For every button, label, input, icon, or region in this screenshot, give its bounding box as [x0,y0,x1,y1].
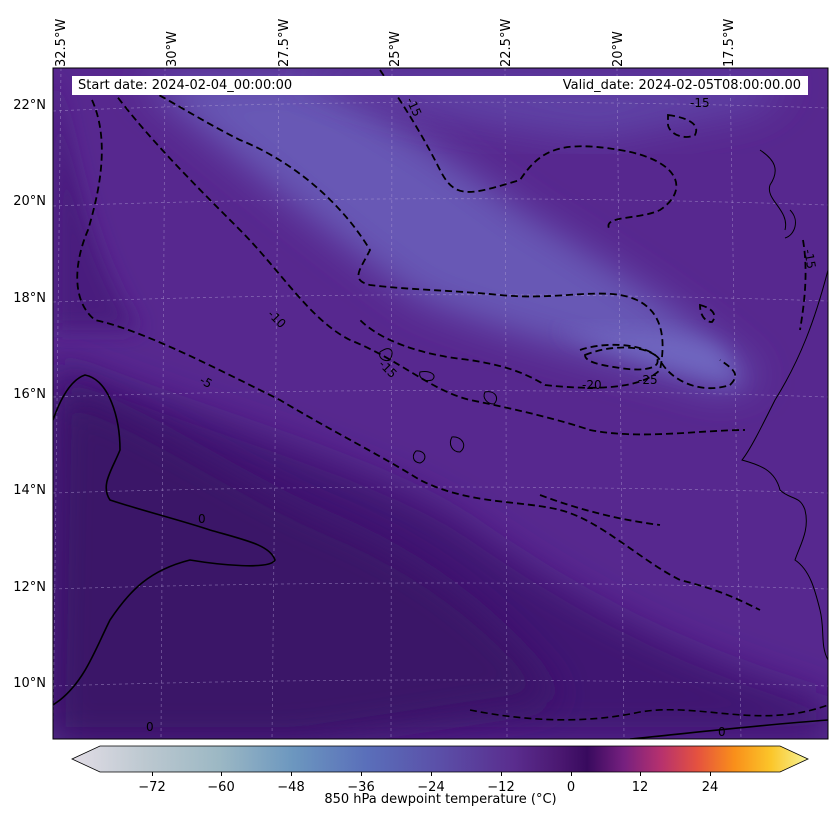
valid-date: Valid_date: 2024-02-05T08:00:00.00 [562,78,801,93]
contour-label: 0 [198,512,206,526]
colorbar-tick-label: −60 [207,780,235,795]
lat-label-16n: 16°N [13,387,46,402]
colorbar-tick-label: 0 [566,780,576,795]
info-box: Start date: 2024-02-04_00:00:00 Valid_da… [72,76,808,95]
colorbar [71,745,809,773]
contour-label: -15 [690,96,710,110]
contour-minus-10 [104,79,746,436]
contour-label: 0 [718,725,726,739]
colorbar-tick-label: 12 [631,780,649,795]
colorbar-tick-label: −12 [487,780,515,795]
contour-minus-5 [76,99,761,611]
colorbar-tick-label: −36 [347,780,375,795]
contour-minus-15b [379,69,678,231]
contour-label: -25 [638,373,658,387]
contour-minus-25 [584,346,659,371]
coastline-africa [741,149,828,661]
colorbar-tick-label: −24 [417,780,445,795]
lat-label-18n: 18°N [13,291,46,306]
colorbar-tick-label: 24 [701,780,719,795]
lat-label-10n: 10°N [13,676,46,691]
colorbar-tick-label: −72 [138,780,166,795]
contour-minus-20 [579,343,737,390]
colorbar-title: 850 hPa dewpoint temperature (°C) [324,792,557,807]
lat-label-20n: 20°N [13,194,46,209]
dry-band [140,75,760,390]
contour-label: -20 [582,378,602,392]
graticule [53,68,828,739]
start-date: Start date: 2024-02-04_00:00:00 [78,78,293,93]
contours [76,69,828,721]
lat-label-12n: 12°N [13,580,46,595]
lat-label-22n: 22°N [13,98,46,113]
contour-minus-15c [799,239,807,331]
zero-contour [53,374,828,739]
islands [379,348,498,464]
contour-label: 0 [146,720,154,734]
lat-label-14n: 14°N [13,483,46,498]
map-frame [52,67,829,740]
colorbar-tick-label: −48 [277,780,305,795]
